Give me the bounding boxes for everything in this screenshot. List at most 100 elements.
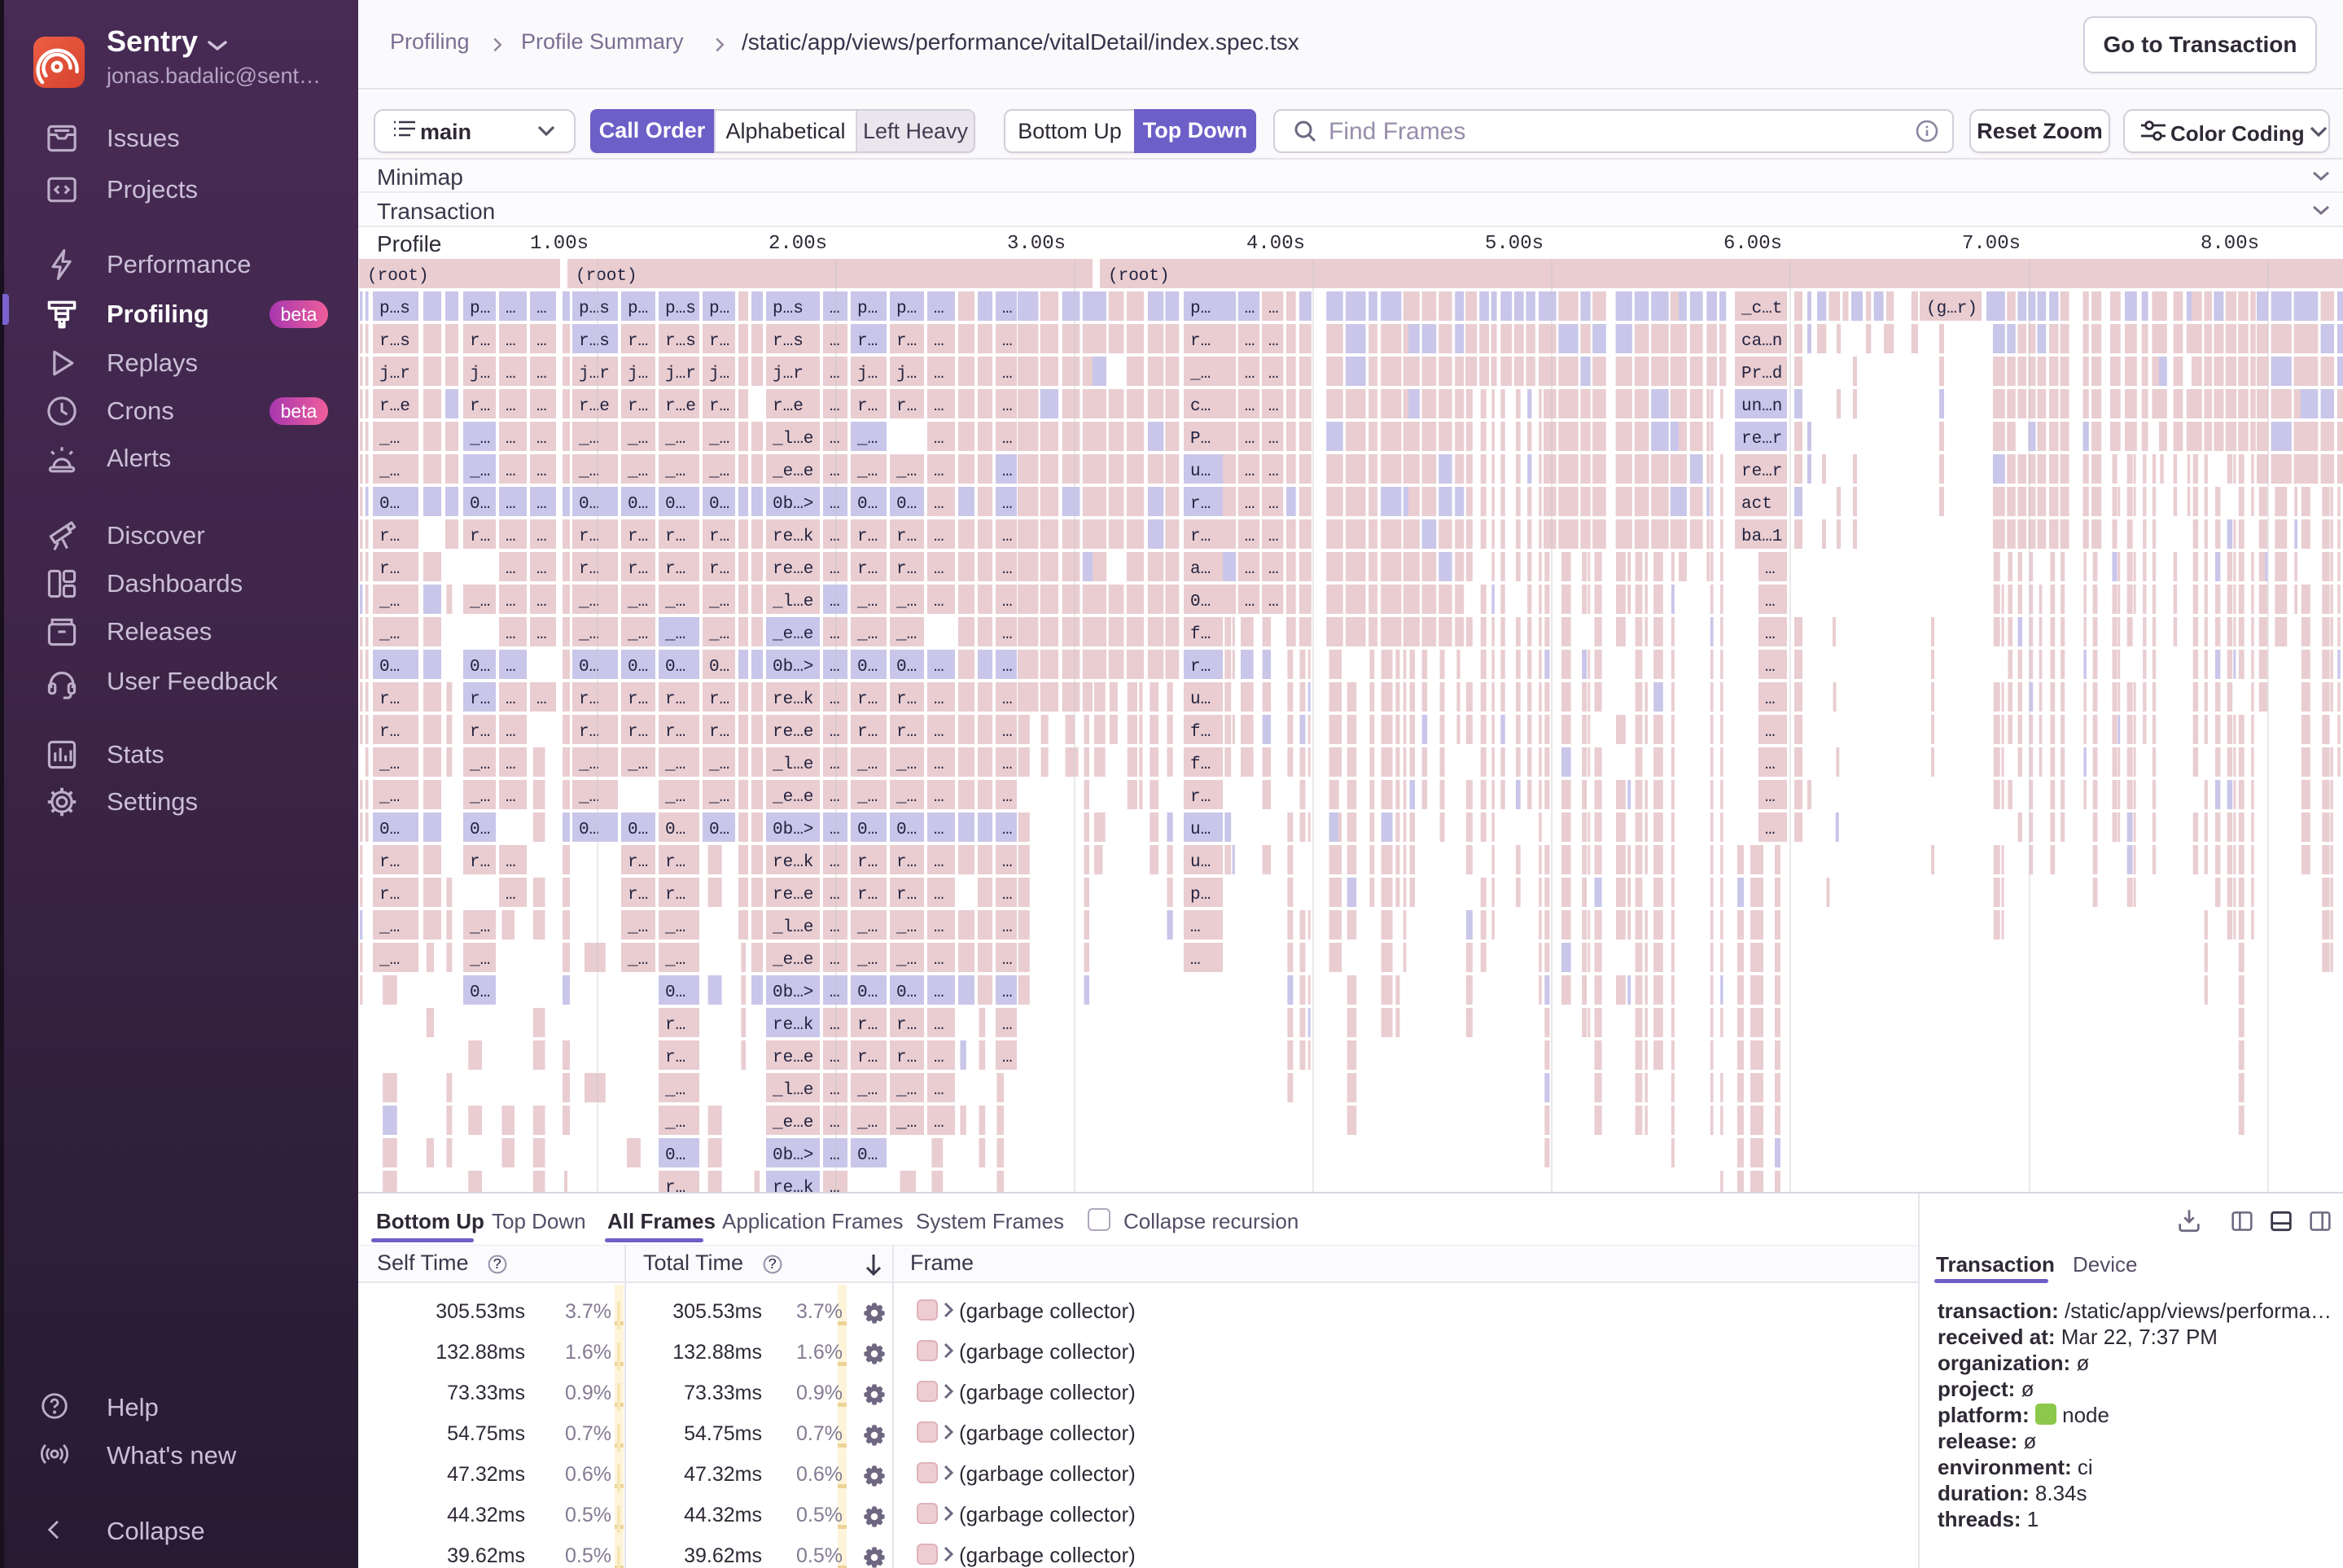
svg-text:_l…e: _l…e [772,593,813,611]
svg-text:ba…1: ba…1 [1741,528,1782,546]
svg-text:0…: 0… [579,658,599,677]
svg-text:…: … [506,462,516,481]
svg-text:_…: _… [856,756,878,774]
svg-text:…: … [830,690,840,709]
svg-text:…: … [1245,593,1255,611]
svg-text:j…: j… [628,365,648,383]
svg-text:r…: r… [896,1049,917,1067]
svg-text:…: … [1268,365,1279,383]
svg-text:r…: r… [579,528,599,546]
svg-text:_…: _… [664,788,685,807]
svg-text:…: … [1002,788,1013,807]
svg-text:0…: 0… [857,821,878,839]
svg-text:un…n: un…n [1741,397,1782,416]
svg-text:_…: _… [578,788,599,807]
svg-text:r…e: r…e [665,397,696,416]
svg-text:_…: _… [896,756,917,774]
svg-text:0…: 0… [470,658,490,677]
svg-text:p…: p… [628,300,648,318]
svg-text:…: … [1002,365,1013,383]
svg-text:…: … [830,1179,840,1194]
svg-text:…: … [536,462,547,481]
svg-text:_l…e: _l…e [772,918,813,937]
svg-text:re…k: re…k [773,853,813,872]
svg-text:…: … [934,723,944,742]
svg-text:_…: _… [379,788,400,807]
svg-text:re…e: re…e [773,560,813,579]
svg-text:…: … [830,430,840,449]
svg-text:_…: _… [708,430,729,449]
svg-text:…: … [934,397,944,416]
svg-text:_…: _… [379,918,400,937]
svg-text:…: … [1765,560,1776,579]
svg-text:…: … [830,886,840,904]
svg-text:p…: p… [1190,300,1211,318]
svg-text:r…e: r…e [379,397,410,416]
svg-text:…: … [934,1016,944,1035]
svg-text:0…: 0… [896,495,917,514]
svg-text:_…: _… [896,951,917,970]
svg-text:…: … [830,1146,840,1165]
svg-text:r…s: r…s [665,332,696,351]
svg-text:_…: _… [627,625,648,644]
svg-text:…: … [1002,430,1013,449]
svg-text:r…: r… [896,723,917,742]
svg-text:u…: u… [1190,462,1211,481]
svg-text:r…: r… [709,560,729,579]
svg-text:j…r: j…r [379,365,410,383]
svg-text:r…: r… [379,853,400,872]
svg-text:_…: _… [856,1114,878,1132]
svg-text:…: … [830,1049,840,1067]
svg-text:…: … [1190,918,1201,937]
svg-text:…: … [830,723,840,742]
svg-text:0…: 0… [470,495,490,514]
svg-text:_…: _… [1189,365,1211,383]
svg-text:r…: r… [896,690,917,709]
svg-text:…: … [830,397,840,416]
svg-text:_…: _… [856,430,878,449]
svg-text:…: … [934,300,944,318]
svg-text:…: … [934,332,944,351]
svg-text:…: … [934,593,944,611]
svg-text:p…: p… [857,300,878,318]
svg-text:_…: _… [664,918,685,937]
svg-text:r…: r… [1190,495,1211,514]
svg-text:?: ? [769,1257,777,1273]
svg-text:r…: r… [857,528,878,546]
svg-text:…: … [934,528,944,546]
svg-text:(root): (root) [367,267,429,286]
svg-text:…: … [830,495,840,514]
svg-text:…: … [536,365,547,383]
svg-text:_…: _… [469,951,490,970]
svg-text:j…: j… [470,365,490,383]
svg-text:…: … [506,625,516,644]
svg-text:_e…e: _e…e [772,788,813,807]
svg-text:r…: r… [709,332,729,351]
svg-text:re…k: re…k [773,528,813,546]
svg-text:r…e: r…e [773,397,804,416]
svg-text:_l…e: _l…e [772,430,813,449]
svg-text:_…: _… [856,951,878,970]
svg-text:r…: r… [857,1049,878,1067]
svg-text:…: … [1002,853,1013,872]
svg-text:r…: r… [857,853,878,872]
svg-text:r…: r… [896,853,917,872]
svg-text:j…: j… [857,365,878,383]
svg-text:_…: _… [627,430,648,449]
svg-text:_…: _… [896,462,917,481]
svg-text:r…: r… [579,690,599,709]
svg-text:…: … [536,300,547,318]
svg-text:…: … [1765,593,1776,611]
svg-text:_…: _… [627,951,648,970]
svg-text:_…: _… [469,756,490,774]
svg-text:0…: 0… [1190,593,1211,611]
svg-text:P…: P… [1190,430,1211,449]
svg-text:…: … [1002,462,1013,481]
svg-text:0…: 0… [665,821,685,839]
svg-text:_…: _… [896,1081,917,1100]
svg-text:r…: r… [857,397,878,416]
svg-text:…: … [1765,625,1776,644]
svg-text:r…: r… [857,560,878,579]
svg-text:…: … [830,365,840,383]
svg-text:Pr…d: Pr…d [1741,365,1782,383]
